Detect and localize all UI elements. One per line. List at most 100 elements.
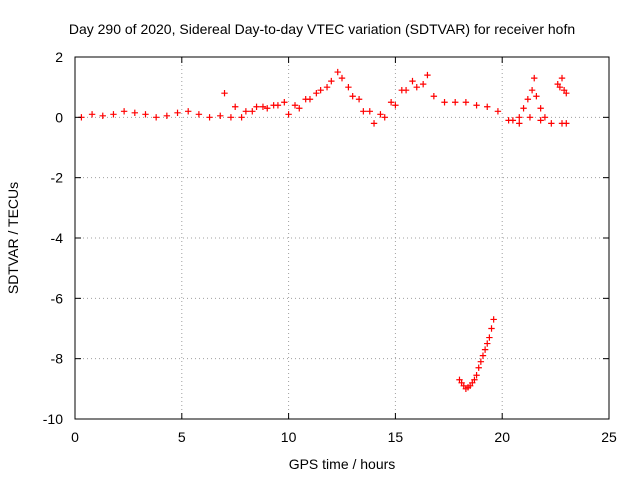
data-point (345, 83, 352, 91)
x-tick-label: 25 (601, 429, 617, 445)
x-tick-label: 10 (281, 429, 297, 445)
data-point (526, 114, 534, 121)
grid-layer (75, 57, 609, 419)
data-point (99, 112, 106, 120)
data-point (424, 71, 431, 79)
x-tick-label: 0 (71, 429, 79, 445)
data-point (259, 103, 267, 110)
data-layer (78, 68, 570, 393)
data-point (381, 114, 388, 121)
data-point (232, 103, 239, 110)
data-point (509, 117, 517, 124)
data-point (477, 358, 485, 365)
data-point (217, 112, 224, 120)
series-late-cluster (509, 74, 570, 124)
data-point (174, 109, 181, 117)
data-point (475, 364, 482, 371)
data-point (306, 96, 314, 103)
data-point (221, 90, 228, 97)
data-point (338, 74, 346, 82)
data-point (452, 99, 459, 106)
data-point (349, 93, 356, 100)
tick-layer: 0 5 10 15 20 25 -10 -8 -6 -4 -2 0 2 (43, 49, 617, 445)
data-point (152, 114, 160, 121)
data-point (360, 108, 367, 115)
data-point (253, 103, 260, 110)
data-point (264, 105, 271, 112)
data-point (392, 102, 399, 109)
data-point (563, 120, 570, 127)
data-point (481, 346, 489, 353)
data-point (317, 86, 324, 94)
data-point (516, 114, 523, 121)
data-point (548, 120, 555, 127)
data-point (142, 111, 149, 118)
data-point (206, 114, 213, 121)
data-point (88, 111, 96, 118)
data-point (281, 99, 288, 106)
data-point (537, 117, 544, 124)
y-tick-label: 0 (55, 109, 63, 125)
x-tick-label: 20 (494, 429, 510, 445)
data-point (558, 74, 566, 82)
data-point (249, 108, 256, 115)
data-point (490, 316, 497, 323)
data-point (516, 120, 523, 127)
x-tick-label: 5 (178, 429, 186, 445)
series-negative-excursion (456, 316, 497, 393)
data-point (110, 111, 117, 118)
data-point (274, 102, 282, 109)
y-tick-label: -6 (51, 290, 64, 306)
data-point (488, 325, 495, 332)
series-secondary-arc (221, 71, 431, 127)
y-axis-label: SDTVAR / TECUs (5, 182, 21, 294)
data-point (377, 111, 384, 118)
data-point (441, 99, 448, 106)
data-point (355, 96, 363, 103)
y-tick-label: -2 (51, 170, 64, 186)
data-point (484, 340, 491, 347)
data-point (413, 83, 420, 91)
data-point (131, 109, 139, 117)
data-point (313, 90, 320, 97)
x-axis-label: GPS time / hours (289, 456, 396, 472)
chart-title: Day 290 of 2020, Sidereal Day-to-day VTE… (69, 21, 575, 37)
data-point (430, 93, 438, 100)
data-point (541, 114, 549, 121)
data-point (285, 111, 292, 118)
data-point (484, 103, 491, 110)
y-tick-label: -4 (51, 230, 64, 246)
data-point (291, 102, 299, 109)
data-point (537, 105, 544, 112)
data-point (473, 372, 480, 379)
data-point (328, 77, 335, 85)
data-point (479, 352, 487, 359)
data-point (163, 112, 171, 120)
data-point (486, 334, 493, 341)
data-point (524, 96, 532, 103)
y-tick-label: -10 (43, 411, 63, 427)
data-point (242, 108, 250, 115)
data-point (185, 108, 192, 115)
data-point (556, 83, 564, 91)
data-point (402, 86, 410, 94)
data-point (528, 86, 536, 94)
data-point (531, 74, 538, 82)
data-point (323, 83, 331, 91)
data-point (494, 108, 502, 115)
y-tick-label: -8 (51, 351, 64, 367)
data-point (227, 114, 235, 121)
data-point (387, 99, 395, 106)
data-point (471, 376, 478, 383)
data-point (563, 90, 570, 97)
y-tick-label: 2 (55, 49, 63, 65)
data-point (409, 77, 416, 85)
data-point (473, 102, 480, 109)
data-point (370, 120, 378, 127)
data-point (533, 93, 540, 100)
data-point (366, 108, 373, 115)
x-tick-label: 15 (388, 429, 404, 445)
